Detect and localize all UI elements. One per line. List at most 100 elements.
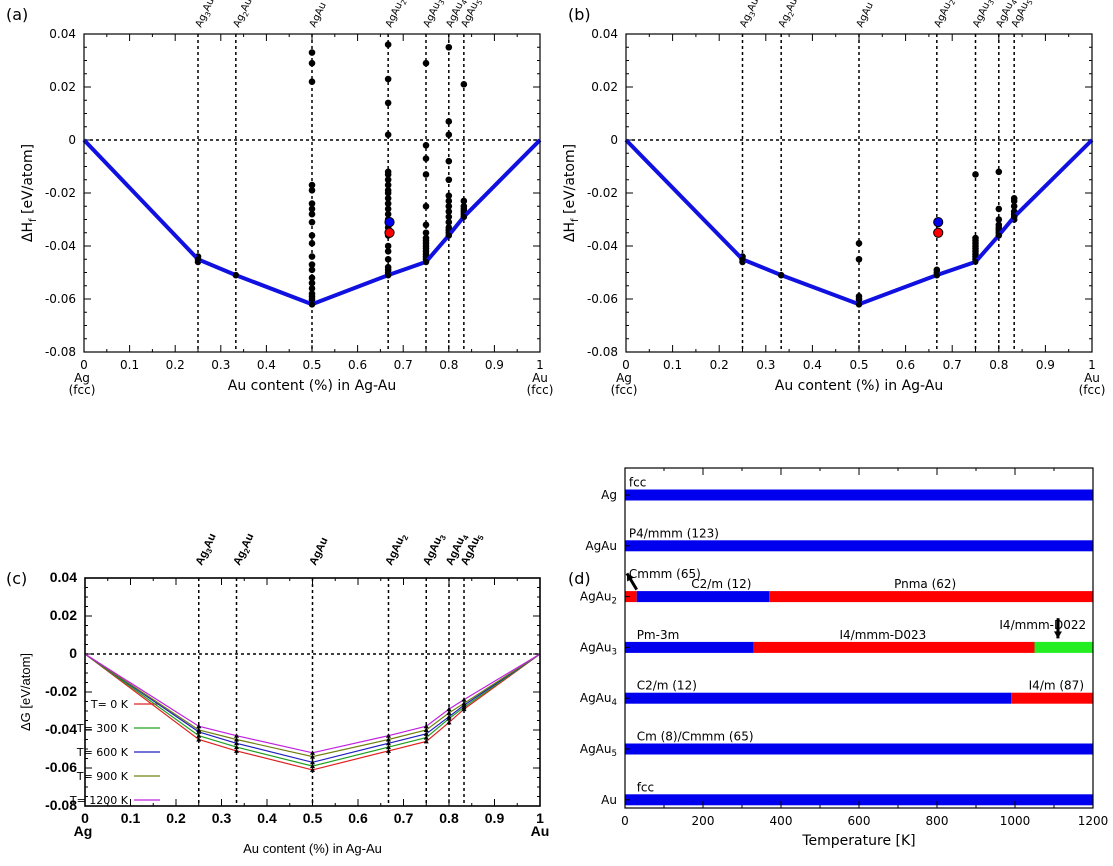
phase-label-group: AgAu xyxy=(307,536,330,568)
phase-label-base: AgAu xyxy=(933,1,954,30)
x-tick-label: 0 xyxy=(80,358,88,372)
phase-label-tail: Au xyxy=(239,532,256,550)
phase-bar-segment xyxy=(636,591,770,603)
hull-vertex-point xyxy=(972,258,979,265)
y-axis-label-unit: [eV/atom] xyxy=(562,144,578,219)
data-point xyxy=(422,171,430,178)
row-label: Au xyxy=(601,793,617,807)
data-point xyxy=(384,205,392,213)
row-label-group: AgAu2 xyxy=(580,590,617,607)
data-point xyxy=(384,176,392,184)
legend-label: T= 0 K xyxy=(90,698,129,711)
x-tick-label: 0.2 xyxy=(166,810,186,826)
row-label: Ag xyxy=(601,488,617,502)
x-tick-label: 0.1 xyxy=(121,810,141,826)
x-tick-label: 0.5 xyxy=(302,358,321,372)
phase-label-base: AgAu xyxy=(422,1,443,30)
series-marker xyxy=(446,719,452,725)
data-point xyxy=(460,197,468,205)
phase-label-group: AgAu2 xyxy=(933,0,958,30)
highlight-point xyxy=(384,227,395,238)
y-axis-label-main: ΔH xyxy=(562,222,578,242)
y-tick-label: -0.06 xyxy=(45,759,77,775)
y-axis-label: ΔHf [eV/atom] xyxy=(20,144,39,242)
phase-label-sub: 2 xyxy=(786,10,796,18)
phase-label-sub: 3 xyxy=(986,0,996,6)
x-tick-label: 0.2 xyxy=(166,358,185,372)
row-label: AgAu2 xyxy=(580,590,617,607)
phase-label-base: AgAu xyxy=(971,1,992,30)
x-tick-label: 0.9 xyxy=(485,810,505,826)
hull-vertex-point xyxy=(195,256,201,263)
legend-label: T= 900 K xyxy=(76,770,129,783)
hull-vertex-point xyxy=(232,272,239,279)
series-marker xyxy=(310,750,315,755)
x-tick-label: 0.8 xyxy=(989,358,1008,372)
y-axis-label-sub: f xyxy=(28,218,39,222)
end-label-right: (fcc) xyxy=(1079,383,1106,397)
phase-label: AgAu xyxy=(307,536,330,568)
phase-label: Ag3Au xyxy=(194,532,221,569)
y-tick-label: 0.02 xyxy=(49,80,76,94)
panel-label: (d) xyxy=(568,569,591,588)
phase-label-sub: 5 xyxy=(474,0,484,6)
end-label-left: Ag xyxy=(616,371,632,385)
data-point xyxy=(460,81,468,88)
data-point xyxy=(384,171,392,178)
panel-label: (b) xyxy=(568,5,591,24)
highlight-point xyxy=(933,217,944,228)
phase-label-base: Ag xyxy=(194,13,210,30)
phase-label-sub: 2 xyxy=(241,10,251,18)
series-marker xyxy=(234,740,240,746)
phase-label-group: Ag2Au xyxy=(777,0,802,30)
x-axis-label: Au content (%) in Ag-Au xyxy=(775,378,944,394)
y-tick-label: -0.06 xyxy=(45,292,76,306)
data-point xyxy=(445,118,453,125)
phase-label-group: Ag3Au xyxy=(194,0,217,30)
data-point xyxy=(445,218,453,226)
row-label-base: AgAu xyxy=(580,590,612,604)
data-point xyxy=(995,168,1003,176)
phase-name-label: C2/m (12) xyxy=(637,679,697,693)
data-point xyxy=(445,202,453,210)
series-marker xyxy=(234,744,240,750)
series-marker xyxy=(310,759,315,765)
row-label-group: Ag xyxy=(601,488,617,502)
x-tick-label: 0.9 xyxy=(1036,358,1055,372)
row-label: AgAu5 xyxy=(580,742,617,759)
phase-bar-segment xyxy=(625,692,1012,704)
phase-label-sub: 4 xyxy=(459,0,469,6)
data-point xyxy=(384,210,392,218)
phase-label-group: Ag2Au xyxy=(232,0,257,30)
y-tick-label: -0.08 xyxy=(45,345,76,359)
phase-label-sub: 4 xyxy=(461,533,471,541)
data-point xyxy=(995,205,1003,213)
end-label-left: Ag xyxy=(74,371,90,385)
y-axis-label: ΔG [eV/atom] xyxy=(18,653,33,731)
end-label-right: (fcc) xyxy=(527,383,554,397)
data-point xyxy=(384,99,392,107)
end-label-right: Au xyxy=(531,823,550,839)
phase-label: Ag2Au xyxy=(232,0,257,30)
hull-vertex-point xyxy=(933,272,940,279)
data-point xyxy=(308,205,316,213)
data-point xyxy=(445,192,453,199)
series-marker xyxy=(446,706,452,712)
y-tick-label: 0.04 xyxy=(50,569,77,585)
phase-label-group: AgAu xyxy=(855,1,876,30)
y-tick-label: 0.02 xyxy=(50,607,77,623)
legend-label: T= 1200 K xyxy=(69,794,129,807)
data-point xyxy=(308,59,316,67)
phase-label: Ag2Au xyxy=(777,0,802,30)
phase-label-group: AgAu xyxy=(308,1,329,30)
x-axis-label: Temperature [K] xyxy=(801,833,915,849)
phase-label-base: Ag xyxy=(777,13,793,30)
data-point xyxy=(384,248,392,255)
y-tick-label: 0 xyxy=(68,133,76,147)
data-point xyxy=(384,200,392,207)
x-tick-label: 0.4 xyxy=(257,358,276,372)
x-tick-label: 0.6 xyxy=(896,358,915,372)
data-point xyxy=(972,171,979,178)
hull-vertex-point xyxy=(423,258,429,265)
